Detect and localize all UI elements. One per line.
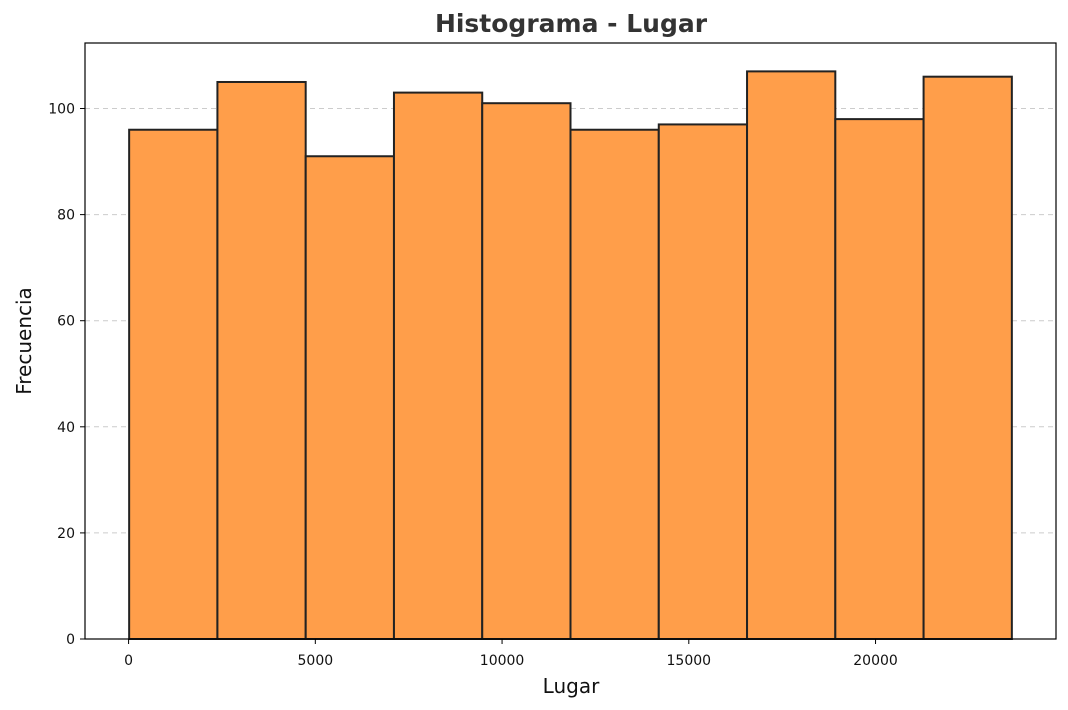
histogram-bar-9: [834, 118, 925, 640]
histogram-bar-4: [392, 91, 484, 641]
y-tick-label-40: 40: [57, 420, 75, 436]
bars: [128, 70, 1013, 641]
chart-title: Histograma - Lugar: [435, 9, 708, 38]
x-tick-label-15000: 15000: [667, 653, 712, 669]
histogram-bar-10: [922, 75, 1013, 641]
plot-frame: [84, 42, 1057, 640]
y-tick-label-60: 60: [57, 314, 75, 330]
x-tick-label-20000: 20000: [853, 653, 898, 669]
y-tick-label-0: 0: [66, 632, 75, 648]
histogram-bar-7: [657, 123, 749, 641]
y-tick-label-20: 20: [57, 526, 75, 542]
histogram-bar-3: [304, 155, 395, 640]
histogram-bar-5: [481, 102, 572, 640]
y-tick-label-80: 80: [57, 208, 75, 224]
x-tick-label-10000: 10000: [480, 653, 525, 669]
x-axis-ticks: 0 5000 10000 15000 20000: [124, 639, 898, 669]
histogram-bar-1: [128, 128, 219, 640]
x-tick-label-0: 0: [124, 653, 133, 669]
y-tick-label-100: 100: [48, 102, 75, 118]
histogram-bar-6: [569, 128, 660, 640]
x-tick-label-5000: 5000: [298, 653, 334, 669]
y-axis-ticks: 0 20 40 60 80 100: [48, 102, 85, 648]
histogram-bar-2: [216, 80, 307, 640]
x-axis-label: Lugar: [543, 674, 600, 698]
y-axis-label: Frecuencia: [12, 287, 36, 395]
histogram-bar-8: [746, 70, 837, 640]
